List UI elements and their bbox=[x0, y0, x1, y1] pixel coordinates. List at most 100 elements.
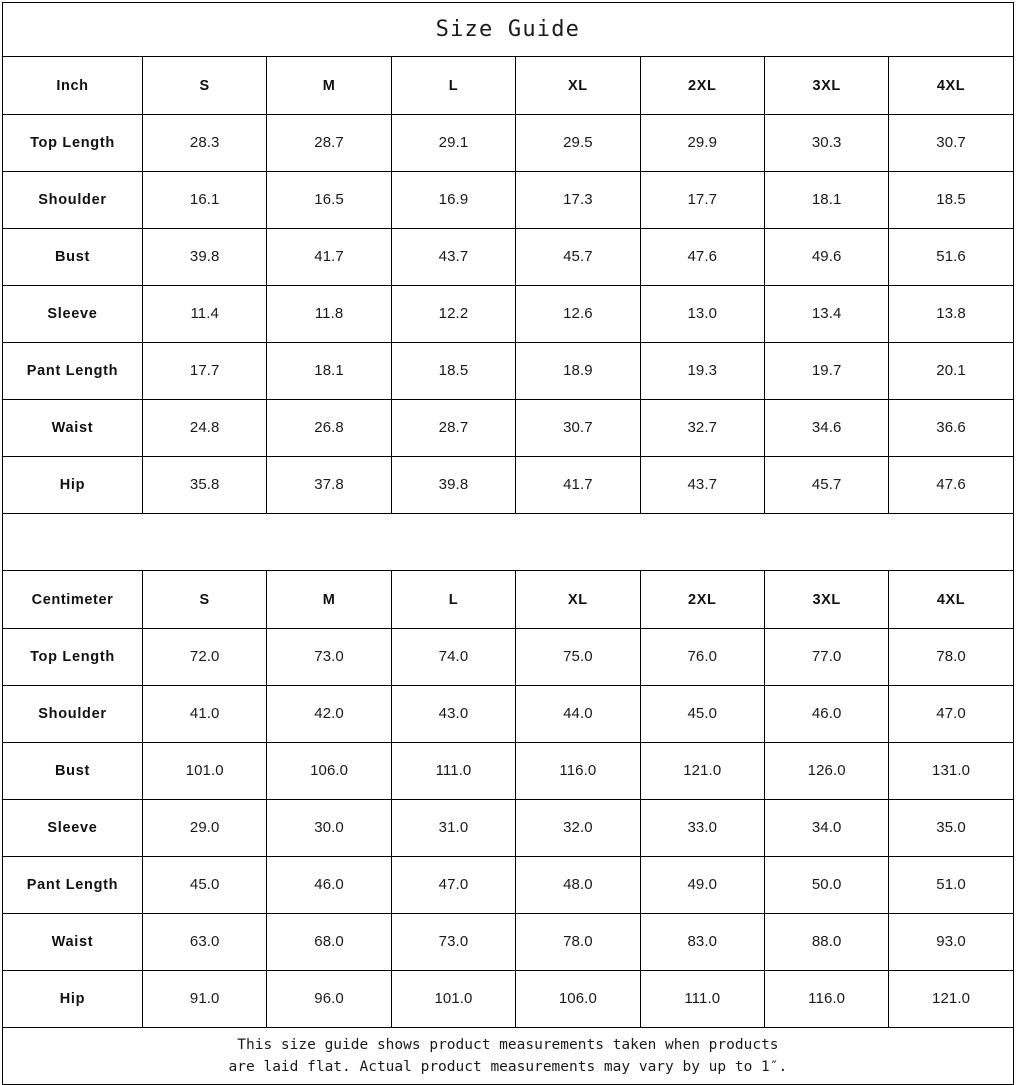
measurement-value-cell: 20.1 bbox=[888, 342, 1014, 400]
measurement-value: 121.0 bbox=[683, 762, 722, 779]
measurement-value-cell: 17.7 bbox=[141, 342, 268, 400]
measurement-value: 47.0 bbox=[936, 705, 966, 722]
size-header-label: 2XL bbox=[688, 77, 717, 94]
measurement-value: 96.0 bbox=[314, 990, 344, 1007]
measurement-value-cell: 31.0 bbox=[390, 799, 517, 857]
measurement-value-cell: 11.4 bbox=[141, 285, 268, 343]
measurement-value: 18.9 bbox=[563, 362, 593, 379]
measurement-value: 28.3 bbox=[189, 134, 220, 151]
measurement-value: 74.0 bbox=[438, 648, 469, 665]
measurement-value-cell: 46.0 bbox=[763, 685, 890, 743]
measurement-value-cell: 47.6 bbox=[888, 456, 1014, 514]
measurement-value: 39.8 bbox=[438, 476, 469, 493]
measurement-value: 36.6 bbox=[936, 419, 966, 436]
size-header-label: S bbox=[199, 591, 210, 608]
measurement-value: 18.5 bbox=[936, 191, 966, 208]
measurement-value-cell: 91.0 bbox=[141, 970, 268, 1028]
measurement-value-cell: 30.3 bbox=[763, 114, 890, 172]
measurement-value-cell: 96.0 bbox=[266, 970, 392, 1028]
size-header-label: 2XL bbox=[688, 591, 717, 608]
header-row-inch: Inch S M L XL 2XL 3XL 4XL bbox=[2, 56, 1014, 115]
size-header-label: 4XL bbox=[936, 591, 966, 608]
measurement-value: 19.7 bbox=[811, 362, 842, 379]
title-cell: Size Guide bbox=[2, 2, 1014, 57]
measurement-value: 19.3 bbox=[687, 362, 718, 379]
measurement-label: Bust bbox=[54, 763, 91, 779]
table-row: Sleeve 11.4 11.8 12.2 12.6 13.0 13.4 13.8 bbox=[2, 285, 1014, 343]
measurement-value-cell: 72.0 bbox=[141, 628, 268, 686]
size-header-cell: 3XL bbox=[763, 570, 890, 629]
measurement-value-cell: 45.7 bbox=[763, 456, 890, 514]
measurement-value-cell: 47.6 bbox=[639, 228, 765, 286]
measurement-value-cell: 32.0 bbox=[515, 799, 641, 857]
measurement-value: 17.3 bbox=[563, 191, 593, 208]
table-row: Pant Length 45.0 46.0 47.0 48.0 49.0 50.0 51.0 bbox=[2, 856, 1014, 914]
measurement-label: Pant Length bbox=[26, 877, 119, 893]
measurement-value: 116.0 bbox=[559, 762, 597, 779]
measurement-value: 75.0 bbox=[563, 648, 593, 665]
measurement-value: 43.0 bbox=[438, 705, 469, 722]
size-header-cell: 3XL bbox=[763, 56, 890, 115]
measurement-value-cell: 16.1 bbox=[141, 171, 268, 229]
measurement-value-cell: 45.7 bbox=[515, 228, 641, 286]
measurement-value-cell: 29.9 bbox=[639, 114, 765, 172]
measurement-value: 30.0 bbox=[314, 819, 344, 836]
measurement-value-cell: 18.1 bbox=[763, 171, 890, 229]
measurement-value: 111.0 bbox=[435, 762, 472, 779]
measurement-value-cell: 88.0 bbox=[763, 913, 890, 971]
measurement-value-cell: 43.7 bbox=[390, 228, 517, 286]
measurement-label-cell: Hip bbox=[2, 456, 143, 514]
measurement-value: 50.0 bbox=[811, 876, 842, 893]
measurement-value-cell: 32.7 bbox=[639, 399, 765, 457]
measurement-value: 45.0 bbox=[189, 876, 220, 893]
measurement-value: 76.0 bbox=[687, 648, 718, 665]
measurement-value-cell: 41.7 bbox=[266, 228, 392, 286]
size-header-label: XL bbox=[568, 591, 588, 608]
measurement-value-cell: 39.8 bbox=[141, 228, 268, 286]
measurement-value: 45.0 bbox=[687, 705, 718, 722]
measurement-value: 34.0 bbox=[811, 819, 842, 836]
measurement-value-cell: 106.0 bbox=[515, 970, 641, 1028]
measurement-label-cell: Sleeve bbox=[2, 799, 143, 857]
measurement-value-cell: 18.5 bbox=[888, 171, 1014, 229]
measurement-value-cell: 13.0 bbox=[639, 285, 765, 343]
size-header-label: M bbox=[322, 77, 336, 94]
measurement-value: 26.8 bbox=[314, 419, 344, 436]
measurement-value: 29.1 bbox=[438, 134, 469, 151]
measurement-value: 131.0 bbox=[932, 762, 971, 779]
size-header-label: S bbox=[199, 77, 210, 94]
measurement-value-cell: 131.0 bbox=[888, 742, 1014, 800]
size-header-cell: 4XL bbox=[888, 570, 1014, 629]
measurement-value: 46.0 bbox=[314, 876, 344, 893]
measurement-value-cell: 73.0 bbox=[266, 628, 392, 686]
measurement-value-cell: 36.6 bbox=[888, 399, 1014, 457]
measurement-value-cell: 49.6 bbox=[763, 228, 890, 286]
measurement-label-cell: Top Length bbox=[2, 114, 143, 172]
measurement-value-cell: 11.8 bbox=[266, 285, 392, 343]
measurement-label-cell: Bust bbox=[2, 228, 143, 286]
table-row: Waist 63.0 68.0 73.0 78.0 83.0 88.0 93.0 bbox=[2, 913, 1014, 971]
measurement-value-cell: 101.0 bbox=[390, 970, 517, 1028]
measurement-value-cell: 116.0 bbox=[763, 970, 890, 1028]
measurement-value-cell: 73.0 bbox=[390, 913, 517, 971]
unit-label: Inch bbox=[56, 77, 89, 94]
measurement-label-cell: Shoulder bbox=[2, 171, 143, 229]
measurement-value-cell: 13.8 bbox=[888, 285, 1014, 343]
measurement-value: 13.8 bbox=[936, 305, 966, 322]
size-header-label: XL bbox=[568, 77, 588, 94]
measurement-value-cell: 28.7 bbox=[266, 114, 392, 172]
measurement-label: Waist bbox=[51, 420, 94, 436]
spacer-cell bbox=[2, 513, 1014, 571]
measurement-value-cell: 16.5 bbox=[266, 171, 392, 229]
measurement-value-cell: 30.7 bbox=[515, 399, 641, 457]
measurement-label-cell: Pant Length bbox=[2, 342, 143, 400]
measurement-value-cell: 17.3 bbox=[515, 171, 641, 229]
measurement-label: Top Length bbox=[30, 135, 115, 151]
table-row: Bust 101.0 106.0 111.0 116.0 121.0 126.0 131.0 bbox=[2, 742, 1014, 800]
measurement-value-cell: 111.0 bbox=[390, 742, 517, 800]
title-row: Size Guide bbox=[2, 2, 1014, 57]
table-row: Waist 24.8 26.8 28.7 30.7 32.7 34.6 36.6 bbox=[2, 399, 1014, 457]
measurement-value-cell: 116.0 bbox=[515, 742, 641, 800]
measurement-value-cell: 41.7 bbox=[515, 456, 641, 514]
